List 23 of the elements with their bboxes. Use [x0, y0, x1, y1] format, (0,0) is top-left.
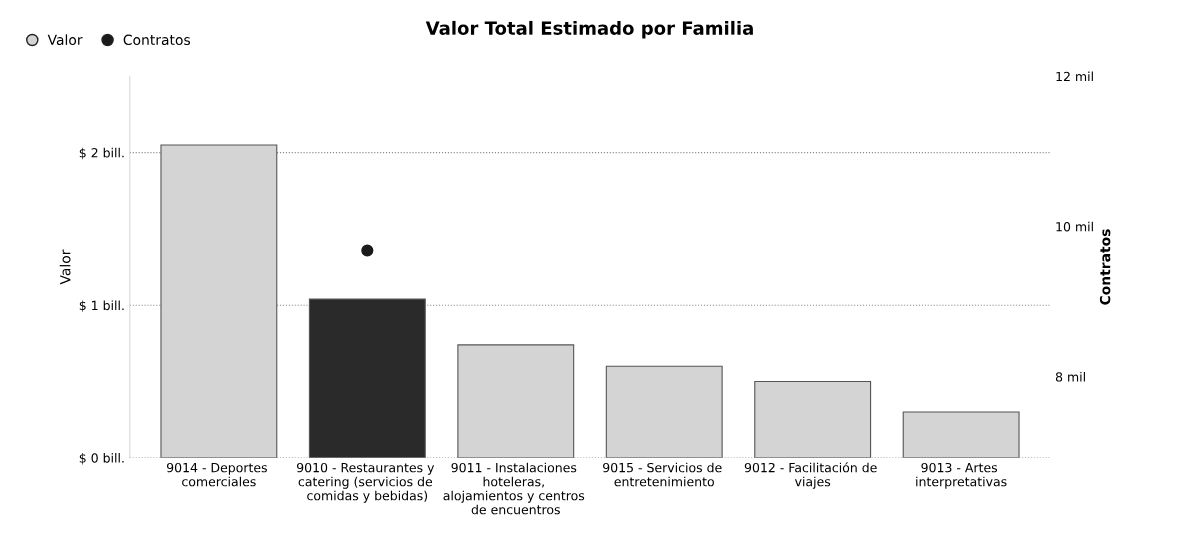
y-tick-label: $ 1 bill.: [79, 300, 124, 312]
y2-tick-label: 10 mil: [1056, 221, 1093, 232]
bar: [457, 344, 575, 458]
legend-label: Contratos: [123, 34, 191, 46]
bar: [160, 144, 278, 458]
y-tick-label: $ 0 bill.: [79, 453, 124, 465]
x-tick-label: 9010 - Restaurantes y catering (servicios de comidas y bebidas): [296, 462, 435, 503]
bar: [754, 380, 872, 458]
x-tick-label: 9014 - Deportes comerciales: [166, 462, 267, 487]
bar: [605, 365, 723, 458]
y2-tick-label: 8 mil: [1055, 371, 1085, 382]
y-tick-label: $ 2 bill.: [79, 147, 124, 160]
x-tick-label: 9012 - Facilitación de viajes: [744, 462, 877, 489]
x-tick-label: 9015 - Servicios de entretenimiento: [603, 462, 722, 487]
x-tick-label: 9013 - Artes interpretativas: [916, 462, 1007, 489]
bar: [902, 411, 1020, 458]
bar: [308, 298, 426, 458]
x-tick-label: 9011 - Instalaciones hoteleras, alojamientos y centros de encuentros: [443, 462, 585, 515]
y2-axis-title: Contratos: [1099, 229, 1111, 305]
y-axis-title: Valor: [59, 249, 71, 285]
chart-title: Valor Total Estimado por Familia: [425, 20, 753, 39]
y2-tick-label: 12 mil: [1056, 71, 1093, 82]
legend-label: Valor: [47, 34, 83, 46]
